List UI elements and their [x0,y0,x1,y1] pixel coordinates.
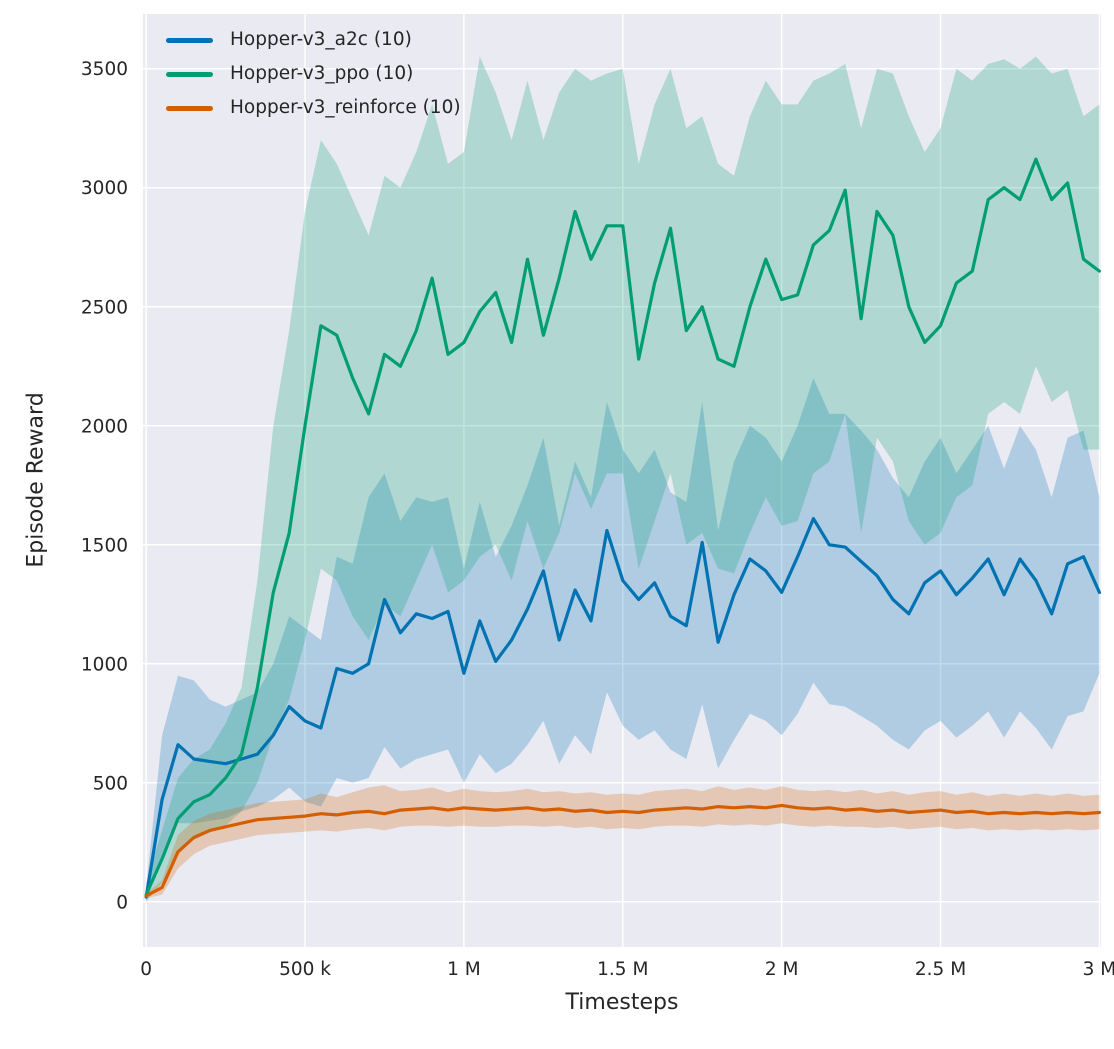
y-tick-label: 3500 [81,59,128,80]
band-Hopper-v3_a2c [146,378,1100,902]
legend-item-reinforce: Hopper-v3_reinforce (10) [166,97,461,120]
y-tick-label: 0 [116,892,128,913]
legend-swatch-a2c [166,38,213,43]
x-tick-label: 0 [140,959,152,980]
x-tick-label: 2.5 M [915,959,966,980]
legend-swatch-ppo [166,72,213,77]
legend-label-ppo: Hopper-v3_ppo (10) [230,63,414,85]
legend-label-a2c: Hopper-v3_a2c (10) [230,29,412,51]
line-Hopper-v3_a2c [144,517,1101,899]
y-axis-label: Episode Reward [23,392,49,568]
legend-swatch-reinforce [166,106,213,111]
x-tick-label: 2 M [765,959,799,980]
x-axis-label: Timesteps [565,990,679,1015]
axes-background [143,14,1101,947]
legend-label-reinforce: Hopper-v3_reinforce (10) [230,97,461,119]
legend-item-ppo: Hopper-v3_ppo (10) [166,63,461,86]
y-tick-label: 3000 [81,178,128,199]
y-tick-label: 2000 [81,416,128,437]
y-tick-label: 1000 [81,654,128,675]
x-tick-label: 500 k [279,959,331,980]
legend-item-a2c: Hopper-v3_a2c (10) [166,29,461,52]
x-tick-label: 1 M [447,959,481,980]
y-tick-label: 2500 [81,297,128,318]
y-tick-label: 500 [93,773,128,794]
y-tick-label: 1500 [81,535,128,556]
line-Hopper-v3_ppo [144,157,1101,897]
x-tick-label: 1.5 M [597,959,648,980]
band-Hopper-v3_ppo [146,56,1100,902]
legend: Hopper-v3_a2c (10) Hopper-v3_ppo (10) Ho… [166,29,461,120]
line-Hopper-v3_reinforce [144,803,1101,898]
x-tick-label: 3 M [1083,959,1114,980]
